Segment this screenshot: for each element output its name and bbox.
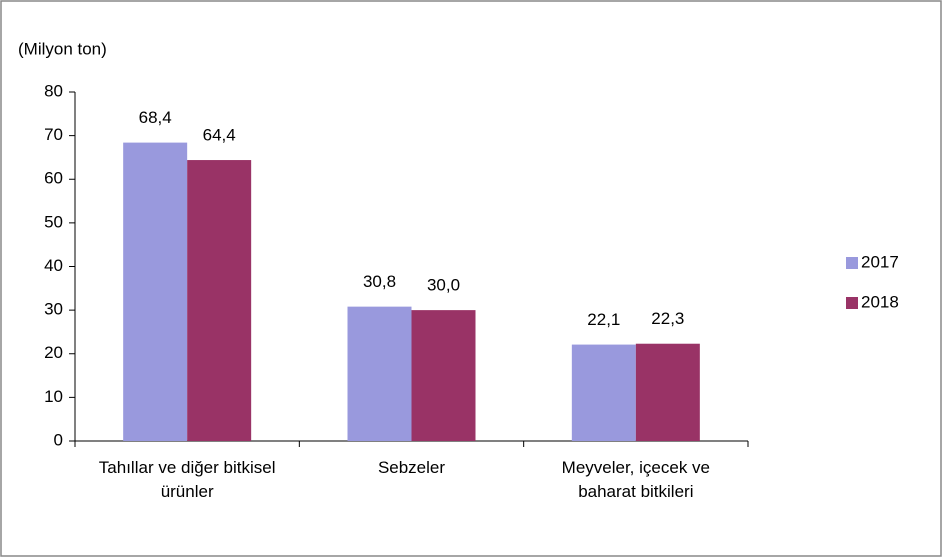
y-axis-label: (Milyon ton) — [18, 39, 107, 58]
y-tick-label: 10 — [44, 387, 63, 406]
bar — [187, 160, 252, 441]
value-label: 64,4 — [203, 126, 236, 145]
bar — [123, 142, 188, 442]
bar — [635, 343, 700, 441]
y-tick-label: 30 — [44, 300, 63, 319]
value-label: 68,4 — [139, 108, 172, 127]
y-tick-label: 80 — [44, 81, 63, 100]
y-tick-label: 70 — [44, 125, 63, 144]
value-label: 30,8 — [363, 272, 396, 291]
x-tick-label: Meyveler, içecek ve baharat bitkileri — [561, 458, 710, 501]
y-tick-label: 60 — [44, 169, 63, 188]
legend-label: 2018 — [861, 292, 899, 311]
legend-swatch — [846, 297, 858, 309]
bar — [411, 310, 476, 441]
value-label: 30,0 — [427, 276, 460, 295]
y-tick-label: 40 — [44, 256, 63, 275]
legend-label: 2017 — [861, 252, 899, 271]
y-tick-label: 50 — [44, 212, 63, 231]
y-tick-label: 20 — [44, 343, 63, 362]
bar — [571, 344, 636, 441]
x-tick-label: Tahıllar ve diğer bitkisel ürünler — [98, 458, 276, 501]
y-tick-label: 0 — [54, 430, 63, 449]
legend-swatch — [846, 257, 858, 269]
value-label: 22,1 — [587, 310, 620, 329]
x-tick-label: Sebzeler — [377, 458, 446, 477]
bar — [347, 306, 412, 441]
value-label: 22,3 — [651, 309, 684, 328]
